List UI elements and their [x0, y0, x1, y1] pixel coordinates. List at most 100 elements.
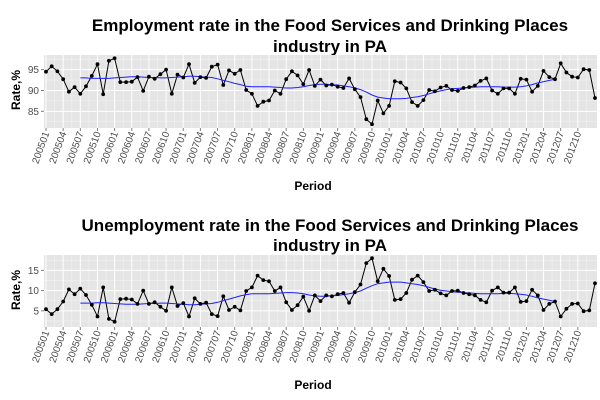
- employment-data-point: [524, 77, 529, 82]
- employment-data-point: [272, 88, 277, 93]
- unemployment-data-point: [118, 297, 123, 301]
- unemployment-data-point: [341, 291, 346, 295]
- unemployment-data-point: [307, 308, 311, 313]
- unemployment-data-point: [455, 288, 460, 293]
- employment-data-point: [227, 68, 231, 73]
- unemployment-data-point: [55, 307, 60, 312]
- unemployment-data-point: [187, 314, 191, 319]
- unemployment-data-point: [227, 308, 231, 312]
- employment-y-tick-label: 85: [28, 107, 40, 118]
- employment-data-point: [181, 75, 186, 80]
- employment-data-point: [478, 79, 483, 83]
- unemployment-data-point: [129, 297, 134, 302]
- employment-data-point: [324, 83, 329, 88]
- employment-data-point: [255, 104, 260, 108]
- employment-data-point: [570, 74, 574, 79]
- employment-data-point: [221, 83, 226, 87]
- employment-data-point: [381, 111, 386, 116]
- employment-data-point: [78, 91, 83, 96]
- employment-data-point: [118, 80, 123, 84]
- employment-data-point: [95, 62, 100, 67]
- unemployment-data-point: [238, 308, 243, 313]
- unemployment-data-point: [398, 297, 403, 301]
- unemployment-data-point: [147, 302, 151, 306]
- unemployment-chart-title-line2: industry in PA: [273, 236, 387, 255]
- employment-y-tick-label: 95: [28, 65, 40, 76]
- employment-data-point: [261, 99, 266, 104]
- unemployment-data-point: [375, 279, 380, 284]
- unemployment-data-point: [358, 282, 363, 287]
- unemployment-data-point: [507, 290, 512, 295]
- employment-data-point: [61, 77, 66, 82]
- unemployment-chart: Unemployment rate in the Food Services a…: [9, 216, 597, 392]
- employment-data-point: [455, 89, 460, 93]
- employment-data-point: [232, 71, 237, 76]
- unemployment-data-point: [318, 299, 323, 303]
- unemployment-data-point: [564, 306, 569, 311]
- unemployment-data-point: [593, 281, 597, 286]
- unemployment-data-point: [284, 300, 289, 305]
- employment-data-point: [49, 64, 54, 69]
- employment-data-point: [335, 84, 340, 89]
- unemployment-data-point: [181, 301, 186, 305]
- employment-data-point: [215, 62, 220, 67]
- employment-data-point: [124, 80, 128, 84]
- unemployment-data-point: [575, 301, 580, 306]
- unemployment-data-point: [330, 294, 334, 299]
- unemployment-data-point: [541, 308, 546, 312]
- employment-data-point: [513, 91, 517, 96]
- unemployment-data-point: [524, 299, 529, 303]
- unemployment-data-point: [530, 287, 534, 292]
- employment-data-point: [392, 79, 397, 84]
- unemployment-data-point: [433, 287, 437, 292]
- employment-data-point: [490, 88, 494, 93]
- employment-data-point: [427, 88, 432, 92]
- employment-data-point: [450, 88, 454, 92]
- employment-data-point: [467, 85, 472, 89]
- unemployment-data-point: [410, 277, 414, 282]
- unemployment-data-point: [49, 312, 54, 316]
- employment-data-point: [290, 69, 294, 74]
- employment-data-point: [398, 80, 403, 85]
- unemployment-data-point: [84, 293, 88, 297]
- employment-data-point: [484, 76, 489, 81]
- employment-data-point: [89, 74, 94, 78]
- employment-data-point: [541, 69, 546, 73]
- employment-data-point: [141, 89, 146, 93]
- unemployment-data-point: [209, 312, 214, 316]
- unemployment-data-point: [501, 290, 506, 295]
- employment-data-point: [438, 85, 443, 90]
- unemployment-data-point: [347, 300, 351, 305]
- employment-data-point: [433, 89, 437, 94]
- unemployment-data-point: [250, 285, 254, 290]
- unemployment-data-point: [490, 288, 494, 293]
- employment-data-point: [530, 89, 534, 94]
- employment-data-point: [473, 83, 477, 88]
- unemployment-chart-x-axis-title: Period: [294, 378, 331, 392]
- employment-data-point: [101, 92, 106, 97]
- employment-data-point: [204, 76, 209, 80]
- unemployment-data-point: [72, 292, 77, 297]
- unemployment-data-point: [518, 300, 523, 304]
- unemployment-data-point: [95, 314, 100, 319]
- unemployment-data-point: [370, 256, 374, 261]
- unemployment-data-point: [255, 273, 260, 278]
- unemployment-data-point: [204, 300, 209, 305]
- employment-data-point: [421, 98, 426, 102]
- unemployment-data-point: [135, 302, 140, 306]
- employment-data-point: [375, 98, 380, 103]
- unemployment-data-point: [112, 319, 117, 324]
- employment-data-point: [129, 79, 134, 84]
- employment-data-point: [358, 95, 363, 99]
- employment-data-point: [244, 88, 249, 92]
- unemployment-data-point: [387, 274, 391, 278]
- unemployment-data-point: [381, 266, 386, 271]
- unemployment-data-point: [261, 278, 266, 282]
- unemployment-data-point: [478, 298, 483, 302]
- employment-data-point: [587, 68, 592, 72]
- unemployment-data-point: [89, 302, 94, 307]
- employment-data-point: [175, 72, 180, 77]
- employment-data-point: [267, 98, 271, 103]
- employment-data-point: [341, 86, 346, 90]
- employment-data-point: [44, 69, 48, 74]
